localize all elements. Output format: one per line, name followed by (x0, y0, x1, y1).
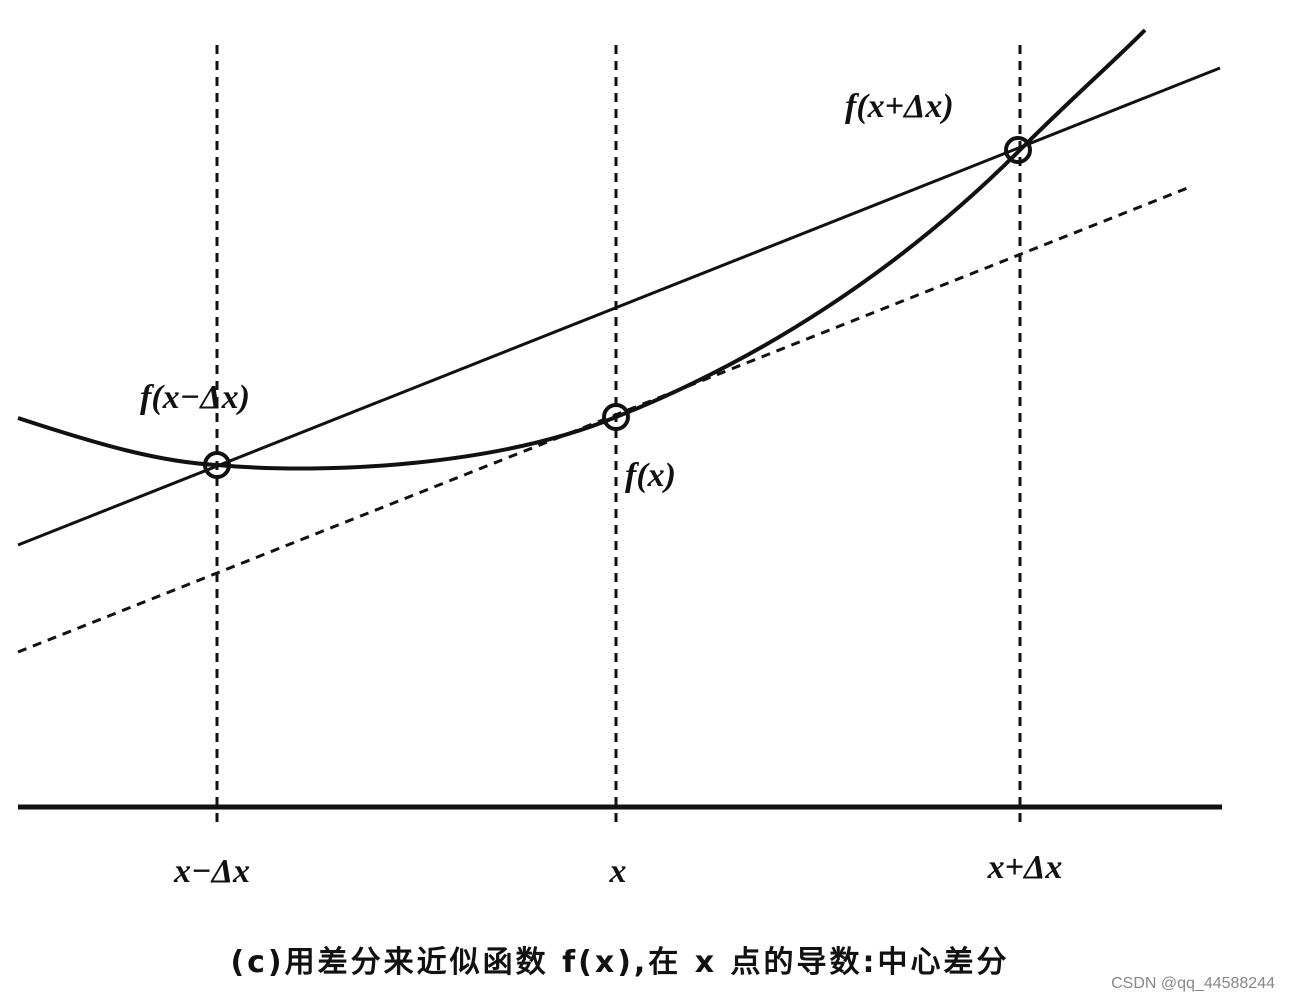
axis-label: x−Δx (173, 853, 250, 890)
watermark: CSDN @qq_44588244 (1111, 975, 1275, 992)
axis-label: x+Δx (987, 849, 1063, 886)
axis-label: x (609, 853, 627, 890)
point-label: f(x+Δx) (845, 88, 954, 125)
point-marker (1004, 136, 1032, 164)
secant-line (17, 66, 1221, 547)
point-label: f(x−Δx) (140, 379, 250, 416)
curve (17, 28, 1147, 471)
point-marker (602, 403, 630, 431)
caption: (c)用差分来近似函数 f(x),在 x 点的导数:中心差分 (230, 945, 1009, 980)
point-marker (203, 451, 231, 479)
point-label: f(x) (625, 457, 676, 494)
